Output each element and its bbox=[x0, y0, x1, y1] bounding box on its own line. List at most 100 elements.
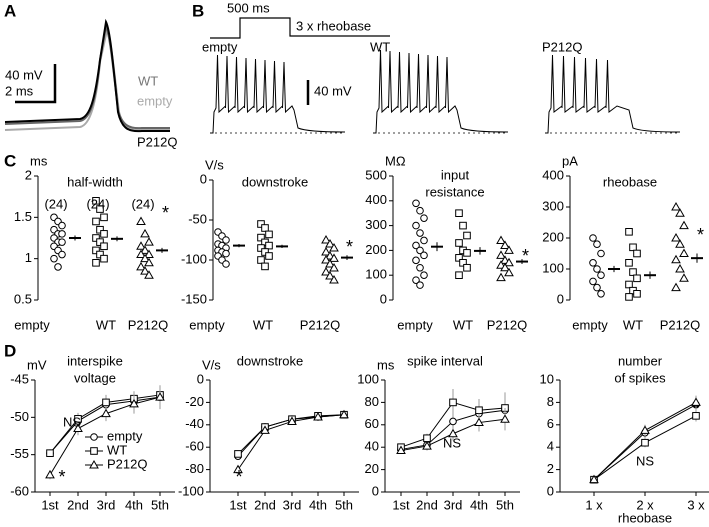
chart-title: downstroke bbox=[242, 174, 308, 189]
data-point bbox=[504, 245, 514, 254]
data-point bbox=[455, 209, 463, 217]
data-point bbox=[641, 438, 649, 447]
data-point bbox=[671, 201, 681, 211]
data-point bbox=[420, 251, 428, 260]
legend-label: empty bbox=[107, 428, 143, 443]
data-point bbox=[420, 271, 428, 280]
data-point bbox=[449, 417, 457, 426]
data-point bbox=[504, 267, 514, 277]
data-point bbox=[155, 392, 165, 401]
data-point bbox=[100, 230, 108, 238]
data-point bbox=[496, 250, 506, 259]
y-unit: mV bbox=[27, 357, 47, 372]
data-point bbox=[589, 259, 597, 267]
data-point bbox=[474, 417, 484, 427]
x-tick-label: 1st bbox=[392, 497, 410, 512]
data-point bbox=[463, 231, 471, 240]
data-point bbox=[625, 280, 633, 289]
chart-title: voltage bbox=[74, 370, 116, 385]
data-point bbox=[92, 234, 100, 242]
x-tick-label: 3 x bbox=[687, 497, 705, 512]
stimulus-step bbox=[210, 17, 390, 39]
data-point bbox=[633, 249, 641, 258]
data-point bbox=[222, 260, 230, 268]
y-tick-label: -60 bbox=[185, 439, 204, 454]
data-point bbox=[423, 434, 431, 443]
data-point bbox=[691, 397, 701, 406]
data-point bbox=[222, 236, 230, 244]
data-point bbox=[102, 398, 110, 407]
data-point bbox=[625, 228, 633, 236]
y-tick-label: 0 bbox=[380, 291, 387, 306]
data-point bbox=[321, 234, 331, 244]
data-point bbox=[459, 221, 467, 230]
data-point bbox=[54, 263, 62, 271]
n-label: (24) bbox=[44, 196, 67, 211]
data-point bbox=[416, 281, 424, 289]
chart-title: interspike bbox=[67, 353, 123, 368]
chart-title: half-width bbox=[67, 174, 123, 189]
data-point bbox=[129, 398, 139, 408]
annotation: * bbox=[235, 467, 242, 487]
data-point bbox=[96, 225, 104, 234]
panel-label: A bbox=[4, 1, 16, 20]
data-point bbox=[412, 221, 420, 230]
y-tick-label: 500 bbox=[365, 167, 387, 182]
data-point bbox=[261, 224, 269, 232]
panel-label: D bbox=[4, 341, 16, 360]
data-point bbox=[629, 268, 637, 276]
y-tick-label: -60 bbox=[10, 483, 29, 498]
data-point bbox=[92, 259, 100, 267]
y-tick-label: -80 bbox=[185, 461, 204, 476]
data-point bbox=[416, 263, 424, 272]
data-point bbox=[325, 238, 335, 248]
data-point bbox=[144, 257, 154, 267]
data-point bbox=[449, 398, 457, 407]
n-label: (24) bbox=[131, 196, 154, 211]
y-unit: MΩ bbox=[385, 153, 406, 168]
data-point bbox=[640, 425, 650, 434]
data-point bbox=[416, 246, 424, 255]
data-point bbox=[257, 220, 265, 228]
y-tick-label: 10 bbox=[540, 371, 554, 386]
y-tick-label: 80 bbox=[365, 394, 379, 409]
chart-title: input bbox=[441, 167, 470, 182]
y-tick-label: -40 bbox=[185, 416, 204, 431]
data-point bbox=[500, 414, 510, 423]
x-tick-label: empty bbox=[572, 317, 608, 332]
y-tick-label: -45 bbox=[10, 371, 29, 386]
data-point bbox=[593, 283, 601, 292]
legend-marker bbox=[90, 433, 98, 441]
chart-title: resistance bbox=[425, 184, 484, 199]
x-tick-label: 5th bbox=[496, 497, 514, 512]
data-point bbox=[287, 416, 297, 425]
x-tick-label: 2nd bbox=[416, 497, 438, 512]
data-point bbox=[593, 265, 601, 273]
y-tick-label: 0 bbox=[200, 171, 207, 186]
n-label: (24) bbox=[86, 196, 109, 211]
x-tick-label: 3rd bbox=[283, 497, 302, 512]
data-point bbox=[100, 213, 108, 222]
y-tick-label: 6 bbox=[547, 416, 554, 431]
data-point bbox=[412, 199, 420, 208]
x-tick-label: WT bbox=[453, 317, 473, 332]
trace-label: P212Q bbox=[137, 134, 177, 149]
data-point bbox=[420, 214, 428, 222]
y-tick-label: 200 bbox=[365, 242, 387, 257]
x-tick-label: 4th bbox=[470, 497, 488, 512]
y-tick-label: 400 bbox=[365, 192, 387, 207]
data-point bbox=[46, 449, 54, 457]
data-point bbox=[463, 263, 471, 272]
chart-title: of spikes bbox=[614, 370, 666, 385]
x-tick-label: empty bbox=[189, 317, 225, 332]
data-point bbox=[679, 248, 689, 257]
data-point bbox=[140, 228, 150, 238]
data-point bbox=[233, 464, 243, 474]
x-tick-label: 5th bbox=[151, 497, 169, 512]
step-label: 3 x rheobase bbox=[296, 18, 371, 33]
y-tick-label: 0 bbox=[197, 371, 204, 386]
y-unit: pA bbox=[562, 153, 578, 168]
annotation: * bbox=[522, 246, 529, 266]
data-point bbox=[412, 256, 420, 265]
chart-title: spike interval bbox=[407, 353, 483, 368]
